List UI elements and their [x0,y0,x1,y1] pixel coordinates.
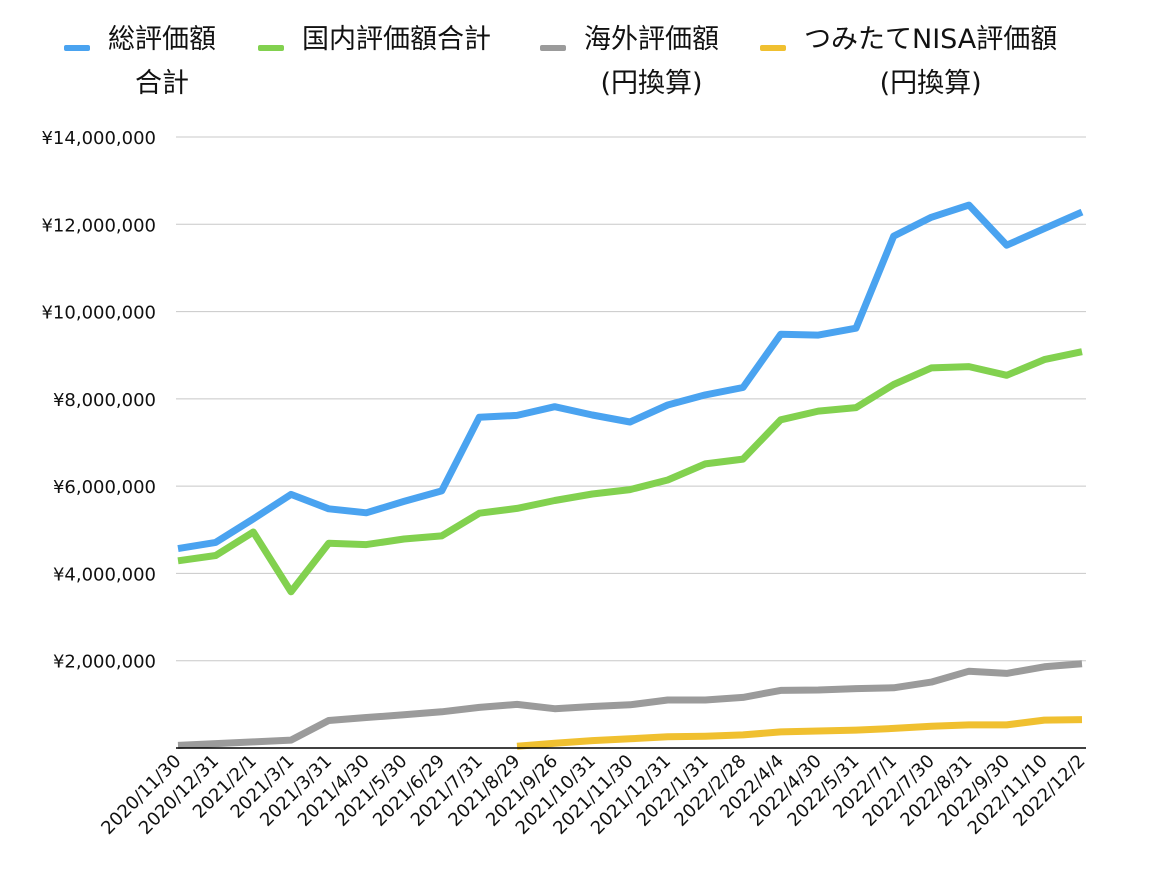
legend-swatch-domestic [258,45,284,51]
y-tick-label: ¥4,000,000 [53,564,156,585]
x-axis-tick-labels: 2020/11/302020/12/312021/2/12021/3/12021… [97,751,1089,839]
legend-swatch-nisa [760,45,786,51]
legend-label-overseas: 海外評価額 (円換算) [584,24,719,99]
legend-label-nisa: つみたてNISA評価額 (円換算) [804,24,1058,99]
grid-lines [176,136,1086,662]
legend-swatch-overseas [540,45,566,51]
series-line-1 [177,348,1083,596]
y-tick-label: ¥14,000,000 [41,128,156,149]
legend-item-domestic: 国内評価額合計 [258,18,491,62]
legend-item-total: 総評価額 合計 [64,18,216,106]
y-tick-label: ¥10,000,000 [41,303,156,324]
legend-label-total: 総評価額 合計 [108,24,216,99]
series-line-0 [177,201,1084,553]
series-line-3 [516,716,1083,750]
series-line-2 [177,660,1083,749]
legend-label-domestic: 国内評価額合計 [302,24,491,55]
legend: 総評価額 合計 国内評価額合計 海外評価額 (円換算) つみたてNISA評価額 … [0,18,1152,118]
series-lines [177,201,1084,750]
y-tick-label: ¥8,000,000 [53,390,156,411]
legend-swatch-total [64,45,90,51]
y-tick-label: ¥2,000,000 [53,652,156,673]
legend-item-nisa: つみたてNISA評価額 (円換算) [760,18,1057,106]
y-axis-tick-labels: ¥14,000,000 ¥12,000,000 ¥10,000,000 ¥8,000,… [41,128,156,673]
legend-item-overseas: 海外評価額 (円換算) [540,18,719,106]
y-tick-label: ¥12,000,000 [41,215,156,236]
y-tick-label: ¥6,000,000 [53,477,156,498]
